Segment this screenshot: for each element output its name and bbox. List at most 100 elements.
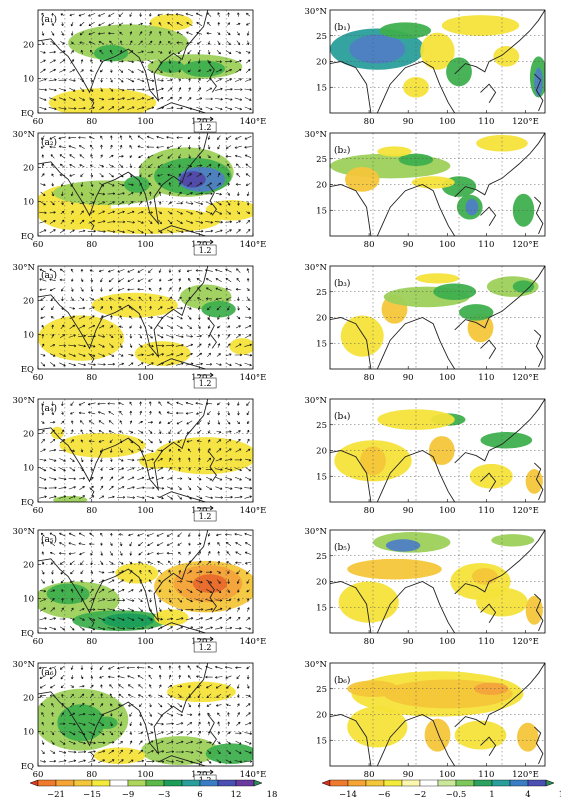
panel-label: (a₃) bbox=[41, 270, 57, 281]
coastline-segment bbox=[454, 530, 545, 595]
colorbar-end-triangle bbox=[29, 779, 39, 787]
panel-a-4: (a₄)30°N2010EQ6080100120140°E1.2 bbox=[12, 396, 267, 522]
shaded-region bbox=[476, 135, 528, 152]
coastline-segment bbox=[158, 491, 206, 502]
shaded-region bbox=[534, 67, 543, 97]
panel-label: (a₁) bbox=[41, 14, 57, 25]
shaded-region bbox=[377, 146, 412, 157]
coastline-segment bbox=[330, 450, 372, 502]
x-tick-label: 80 bbox=[364, 506, 375, 516]
coastline-segment bbox=[376, 184, 456, 236]
y-tick-label: 20 bbox=[23, 296, 34, 306]
wind-vectors bbox=[38, 12, 252, 111]
reference-vector-label: 1.2 bbox=[199, 512, 212, 521]
colorbar-swatch bbox=[419, 779, 439, 787]
x-tick-label: 140°E bbox=[240, 506, 267, 516]
x-tick-label: 110 bbox=[478, 770, 494, 780]
shaded-region bbox=[525, 595, 543, 625]
coastline-segment bbox=[533, 329, 544, 368]
y-tick-label: EQ bbox=[21, 629, 34, 639]
reference-vector-arrowhead bbox=[209, 769, 214, 775]
x-tick-label: 60 bbox=[33, 117, 44, 127]
colorbar-end-triangle bbox=[321, 779, 331, 787]
vector-field bbox=[38, 665, 253, 764]
x-tick-label: 60 bbox=[33, 506, 44, 516]
colorbar-label: −3 bbox=[158, 790, 171, 800]
reference-vector-arrowhead bbox=[209, 636, 214, 642]
coastline-segment bbox=[533, 73, 544, 112]
x-tick-label: 120°E bbox=[512, 637, 539, 647]
shaded-region bbox=[467, 313, 494, 343]
panel-label: (b₆) bbox=[334, 675, 350, 686]
panel-b-1: (b₁) 30°N 25 20 15 80 90 100 110 120°E bbox=[304, 7, 546, 127]
colorbar-label: 18 bbox=[267, 790, 278, 800]
coastline-segment bbox=[89, 618, 95, 628]
panel-b-6: (b₆) 30°N 25 20 15 80 90 100 110 120°E bbox=[304, 660, 546, 780]
shading-layer bbox=[330, 15, 545, 98]
shaded-region bbox=[123, 176, 150, 193]
shading-layer bbox=[330, 135, 535, 227]
colorbar-end-triangle bbox=[545, 779, 555, 787]
shaded-region bbox=[154, 609, 189, 626]
shaded-region bbox=[416, 273, 459, 284]
colorbar-b: −14 −6 −2 −0.5 1 4 10 bbox=[321, 779, 561, 800]
panel-b-4: (b₄) 30°N 25 20 15 80 90 100 110 120°E bbox=[304, 396, 546, 516]
y-tick-label: 10 bbox=[23, 728, 34, 738]
shaded-region bbox=[46, 583, 90, 605]
x-tick-label: 140°E bbox=[240, 373, 267, 383]
y-tick-label: 15 bbox=[316, 472, 327, 482]
colorbar-swatch bbox=[383, 779, 403, 787]
x-tick-label: 80 bbox=[364, 770, 375, 780]
x-tick-label: 90 bbox=[403, 240, 414, 250]
x-tick-label: 140°E bbox=[240, 240, 267, 250]
coastline-segment bbox=[376, 450, 456, 502]
colorbar-swatch bbox=[73, 779, 93, 787]
y-tick-label: 15 bbox=[316, 736, 327, 746]
panel-a-2: (a₂)30°N2010EQ6080100120140°E1.2 bbox=[12, 130, 267, 256]
y-tick-label: 20 bbox=[316, 314, 327, 324]
shaded-region bbox=[517, 722, 539, 752]
y-tick-label: 30°N bbox=[12, 396, 35, 406]
y-tick-label: 30°N bbox=[304, 263, 327, 273]
shaded-region bbox=[338, 581, 399, 623]
x-tick-label: 80 bbox=[86, 373, 97, 383]
coastline bbox=[330, 399, 545, 502]
shaded-region bbox=[446, 57, 472, 87]
wind-vectors bbox=[39, 135, 252, 234]
colorbar-swatch bbox=[365, 779, 385, 787]
shaded-region bbox=[459, 304, 494, 321]
coastline-segment bbox=[38, 10, 209, 103]
colorbar-label: 12 bbox=[231, 790, 242, 800]
coastline-segment bbox=[480, 83, 497, 103]
coastline-segment bbox=[454, 663, 545, 728]
shaded-region bbox=[91, 292, 178, 318]
wind-vectors bbox=[39, 268, 253, 367]
colorbar-swatch bbox=[145, 779, 165, 787]
shaded-region bbox=[96, 716, 118, 729]
reference-vector-label: 1.2 bbox=[199, 246, 212, 255]
x-tick-label: 90 bbox=[403, 506, 414, 516]
colorbar-label: 10 bbox=[559, 790, 561, 800]
shaded-region bbox=[347, 558, 442, 580]
y-tick-label: 20 bbox=[23, 40, 34, 50]
x-tick-label: 110 bbox=[478, 117, 494, 127]
y-tick-label: 25 bbox=[316, 288, 327, 298]
shaded-region bbox=[59, 432, 146, 458]
coastline-segment bbox=[158, 755, 206, 766]
colorbar-label: −0.5 bbox=[446, 790, 467, 800]
coastline-segment bbox=[376, 61, 456, 113]
x-tick-label: 80 bbox=[364, 373, 375, 383]
y-tick-label: 30°N bbox=[12, 660, 35, 670]
y-tick-label: 30°N bbox=[304, 7, 327, 17]
y-tick-label: EQ bbox=[21, 762, 34, 772]
shaded-region bbox=[411, 176, 455, 189]
colorbars: −21 −15 −9 −3 6 12 18 −14 −6 −2 −0.5 1 4 10 bbox=[29, 779, 561, 800]
coastline-segment bbox=[480, 339, 497, 359]
shaded-region bbox=[360, 446, 386, 476]
colorbar-swatch bbox=[55, 779, 75, 787]
shaded-region bbox=[349, 34, 406, 64]
coastline bbox=[38, 133, 217, 236]
y-tick-label: EQ bbox=[21, 498, 34, 508]
y-tick-label: 30°N bbox=[304, 396, 327, 406]
